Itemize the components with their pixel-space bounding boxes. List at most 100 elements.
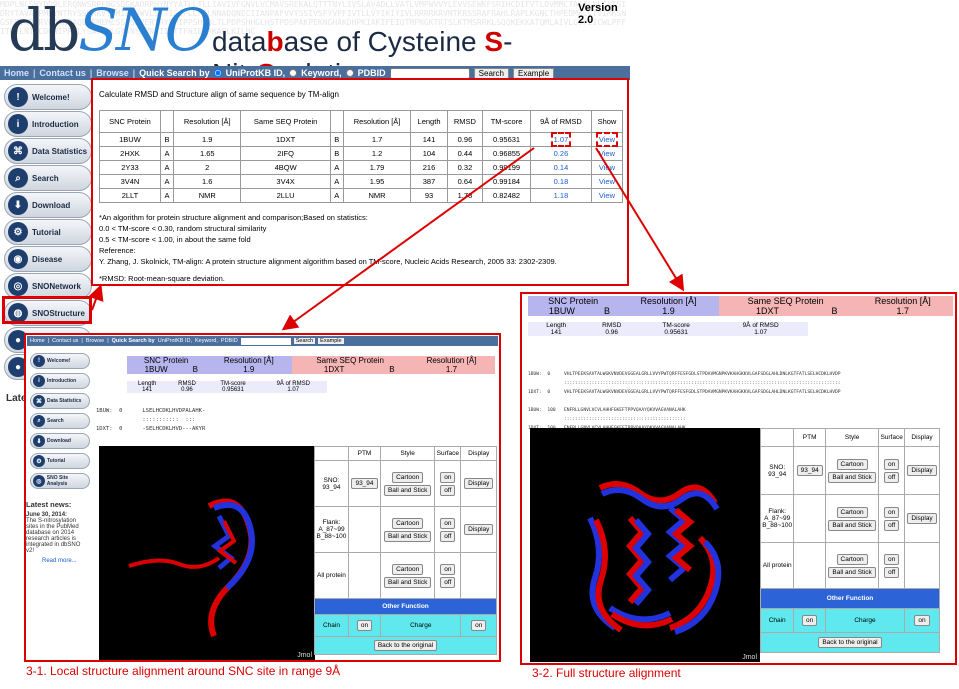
radio-keyword[interactable] bbox=[289, 69, 298, 77]
back-to-original-button[interactable]: Back to the original bbox=[373, 640, 438, 651]
sidebar-item-data-statistics[interactable]: ⌘ Data Statistics bbox=[4, 138, 92, 164]
v-same-chain: B bbox=[375, 365, 408, 374]
mini-sidebar-item[interactable]: ⚙ Tutorial bbox=[30, 453, 90, 469]
nav-browse[interactable]: Browse bbox=[96, 68, 129, 78]
sidebar-item-download[interactable]: ⬇ Download bbox=[4, 192, 92, 218]
nav-contact[interactable]: Contact us bbox=[39, 68, 86, 78]
charge-on-button[interactable]: on bbox=[471, 620, 487, 631]
mini-sidebar-item[interactable]: i Introduction bbox=[30, 373, 90, 389]
rmsd-link[interactable]: 0.14 bbox=[529, 160, 592, 175]
rmsd-link[interactable]: 0.26 bbox=[529, 146, 592, 161]
mini-sidebar-item[interactable]: ⌕ Search bbox=[30, 413, 90, 429]
mini-sidebar-item[interactable]: ⬇ Download bbox=[30, 433, 90, 449]
cartoon-button[interactable]: Cartoon bbox=[836, 553, 868, 565]
mini-nav-home[interactable]: Home bbox=[30, 338, 45, 344]
ctl-flank-label: Flank: bbox=[768, 508, 787, 515]
surface-on-button[interactable]: on bbox=[440, 517, 456, 529]
search-icon: ⌕ bbox=[33, 415, 45, 427]
sidebar-item-label: SNONetwork bbox=[32, 281, 81, 291]
chain-on-button[interactable]: on bbox=[802, 615, 818, 626]
table-cell: 0.82482 bbox=[482, 188, 531, 203]
table-cell: 2IFQ bbox=[240, 146, 331, 161]
display-button[interactable]: Display bbox=[464, 524, 494, 535]
surface-on-button[interactable]: on bbox=[884, 458, 900, 470]
rmsd-link[interactable]: 1.07 bbox=[529, 132, 592, 147]
quick-search-input[interactable] bbox=[389, 67, 470, 79]
v-snc: 1BUW bbox=[528, 306, 596, 316]
ball-stick-button[interactable]: Ball and Stick bbox=[383, 484, 432, 496]
sidebar-item-tutorial[interactable]: ⚙ Tutorial bbox=[4, 219, 92, 245]
note-line: Y. Zhang, J. Skolnick, TM-align: A prote… bbox=[99, 257, 557, 266]
surface-on-button[interactable]: on bbox=[884, 506, 900, 518]
cartoon-button[interactable]: Cartoon bbox=[836, 458, 868, 470]
jmol-viewer-local[interactable]: Jmol bbox=[99, 446, 315, 660]
ball-stick-button[interactable]: Ball and Stick bbox=[828, 566, 876, 578]
cartoon-button[interactable]: Cartoon bbox=[392, 471, 424, 483]
tm-align-title: Calculate RMSD and Structure align of sa… bbox=[99, 90, 339, 99]
sidebar-item-disease[interactable]: ◉ Disease bbox=[4, 246, 92, 272]
sidebar-item-welcome[interactable]: ! Welcome! bbox=[4, 84, 92, 110]
mini-sidebar-item[interactable]: ◎ SNO Site Analysis bbox=[30, 473, 90, 489]
table-cell: 0.64 bbox=[446, 174, 484, 189]
cartoon-button[interactable]: Cartoon bbox=[392, 563, 424, 575]
charge-on-button[interactable]: on bbox=[914, 615, 930, 626]
cartoon-button[interactable]: Cartoon bbox=[392, 517, 424, 529]
search-button[interactable]: Search bbox=[473, 67, 510, 79]
sidebar-item-label: Welcome! bbox=[32, 92, 70, 102]
ball-stick-button[interactable]: Ball and Stick bbox=[828, 519, 876, 531]
surface-on-button[interactable]: on bbox=[884, 553, 900, 565]
surface-off-button[interactable]: off bbox=[440, 484, 456, 496]
surface-on-button[interactable]: on bbox=[440, 471, 456, 483]
mini-opt3[interactable]: PDBID bbox=[220, 338, 238, 344]
ball-stick-button[interactable]: Ball and Stick bbox=[828, 471, 876, 483]
ball-stick-button[interactable]: Ball and Stick bbox=[383, 530, 432, 542]
mini-search-input[interactable] bbox=[240, 337, 291, 345]
display-button[interactable]: Display bbox=[907, 513, 937, 524]
rmsd-link[interactable]: 0.18 bbox=[529, 174, 592, 189]
surface-on-button[interactable]: on bbox=[440, 563, 456, 575]
mini-sidebar-item[interactable]: ! Welcome! bbox=[30, 353, 90, 369]
ball-stick-button[interactable]: Ball and Stick bbox=[383, 576, 432, 588]
ptm-site-button[interactable]: 93_94 bbox=[796, 465, 823, 476]
disease-icon: ◉ bbox=[8, 249, 28, 269]
rmsd-link[interactable]: 1.18 bbox=[529, 188, 592, 203]
chain-on-button[interactable]: on bbox=[356, 620, 373, 631]
nav-home[interactable]: Home bbox=[4, 68, 30, 78]
table-cell: 1.6 bbox=[172, 174, 242, 189]
mini-nav-contact[interactable]: Contact us bbox=[52, 338, 79, 344]
surface-off-button[interactable]: off bbox=[440, 530, 456, 542]
mini-sidebar-item[interactable]: ⌘ Data Statistics bbox=[30, 393, 90, 409]
sidebar-item-search[interactable]: ⌕ Search bbox=[4, 165, 92, 191]
surface-off-button[interactable]: off bbox=[884, 519, 900, 531]
view-link[interactable]: View bbox=[590, 188, 624, 203]
mini-opt1[interactable]: UniProtKB ID, bbox=[157, 338, 192, 344]
mini-example-button[interactable]: Example bbox=[318, 338, 344, 344]
back-to-original-button[interactable]: Back to the original bbox=[818, 637, 882, 648]
cartoon-button[interactable]: Cartoon bbox=[836, 506, 868, 518]
view-link[interactable]: View bbox=[590, 174, 624, 189]
view-link[interactable]: View bbox=[590, 132, 624, 147]
surface-off-button[interactable]: off bbox=[884, 471, 900, 483]
surface-off-button[interactable]: off bbox=[884, 566, 900, 578]
display-button[interactable]: Display bbox=[907, 465, 937, 476]
dbsno-logo[interactable]: dbSNO bbox=[8, 0, 212, 64]
view-link[interactable]: View bbox=[590, 146, 624, 161]
sidebar-item-introduction[interactable]: i Introduction bbox=[4, 111, 92, 137]
surface-off-button[interactable]: off bbox=[440, 576, 456, 588]
h-snc: SNC Protein bbox=[127, 356, 206, 365]
display-button[interactable]: Display bbox=[464, 478, 494, 489]
view-link[interactable]: View bbox=[590, 160, 624, 175]
table-cell: 4BQW bbox=[240, 160, 331, 175]
h-same: Same SEQ Protein bbox=[718, 296, 853, 306]
example-button[interactable]: Example bbox=[513, 67, 555, 79]
mini-search-button[interactable]: Search bbox=[293, 338, 316, 344]
tm-align-panel: Calculate RMSD and Structure align of sa… bbox=[91, 78, 629, 286]
ptm-site-button[interactable]: 93_94 bbox=[351, 478, 378, 489]
radio-uniprot[interactable] bbox=[213, 69, 222, 77]
radio-pdbid[interactable] bbox=[345, 69, 354, 77]
table-row: 2LLT A NMR 2LLU A NMR 93 1.78 0.82482 1.18 View bbox=[99, 188, 624, 203]
read-more-link[interactable]: Read more... bbox=[42, 558, 77, 564]
mini-opt2[interactable]: Keyword, bbox=[194, 338, 218, 344]
jmol-viewer-full[interactable]: Jmol bbox=[530, 428, 760, 662]
mini-nav-browse[interactable]: Browse bbox=[85, 338, 105, 344]
